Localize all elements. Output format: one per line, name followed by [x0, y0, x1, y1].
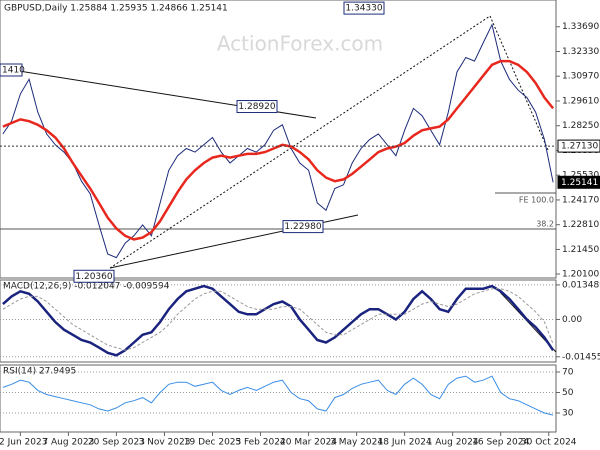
y-tick-label: 1.20100 [562, 269, 599, 279]
y-tick-label: 1.25530 [562, 171, 599, 181]
fibo-label: 38.2 [536, 220, 554, 229]
x-tick-label: 18 Jun 2024 [378, 438, 432, 448]
y-tick-label: 1.22810 [562, 220, 599, 230]
x-tick-label: 3 Nov 2023 [139, 438, 191, 448]
y-tick-label: 0.013489 [562, 280, 600, 290]
level-label: 1.27130 [561, 142, 598, 152]
x-tick-label: 16 Sep 2024 [472, 438, 529, 448]
level-box [557, 175, 600, 189]
series-line [2, 375, 554, 416]
level-box [557, 139, 600, 153]
marker-box [0, 63, 23, 77]
macd-panel [0, 279, 557, 363]
series-line [2, 284, 555, 357]
y-tick-label: 1.29610 [562, 96, 599, 106]
y-tick-label: 1.33690 [562, 22, 599, 32]
x-tick-label: 7 Aug 2023 [42, 438, 94, 448]
marker-label: 1.34330 [345, 4, 382, 14]
marker-box [73, 269, 115, 283]
y-tick-label: 1.28250 [562, 121, 599, 131]
marker-label: 1.28920 [238, 102, 275, 112]
projection-line [489, 15, 549, 151]
y-tick-label: 1.24170 [562, 195, 599, 205]
y-tick-label: 1.21450 [562, 245, 599, 255]
series-line [2, 288, 554, 351]
x-tick-label: 22 Jun 2023 [0, 438, 47, 448]
y-tick-label: 1.32330 [562, 47, 599, 57]
x-tick-label: 3 May 2024 [330, 438, 383, 448]
x-tick-label: 1 Aug 2024 [427, 438, 479, 448]
watermark: ActionForex.com [217, 32, 383, 56]
y-tick-label: 1.30970 [562, 72, 599, 82]
x-tick-label: 30 Oct 2024 [521, 438, 577, 448]
y-tick-label: 50 [562, 388, 574, 398]
marker-box [282, 220, 324, 234]
y-tick-label: 30 [562, 409, 574, 419]
marker-label: 1.22980 [284, 222, 321, 232]
macd-title: MACD(12,26,9) -0.012047 -0.009594 [3, 282, 170, 292]
y-tick-label: 70 [562, 367, 574, 377]
y-tick-label: 0.00 [562, 315, 582, 325]
chart-title: GBPUSD,Daily 1.25884 1.25935 1.24866 1.2… [4, 4, 228, 14]
rsi-panel [0, 364, 557, 433]
series-line [2, 59, 555, 241]
fibo-label: FE 100.0 [519, 196, 554, 205]
marker-box [236, 100, 278, 114]
series-line [2, 23, 554, 259]
marker-box [343, 1, 385, 15]
marker-label: 1410 [2, 66, 25, 76]
x-tick-label: 20 Mar 2024 [280, 438, 337, 448]
marker-label: 1.20360 [75, 272, 112, 282]
y-tick-label: -0.014554 [562, 352, 600, 362]
level-label: 1.25141 [561, 178, 598, 188]
x-tick-label: 5 Feb 2024 [235, 438, 286, 448]
price-panel [0, 0, 557, 279]
x-tick-label: 20 Sep 2023 [88, 438, 145, 448]
x-tick-label: 19 Dec 2023 [184, 438, 242, 448]
